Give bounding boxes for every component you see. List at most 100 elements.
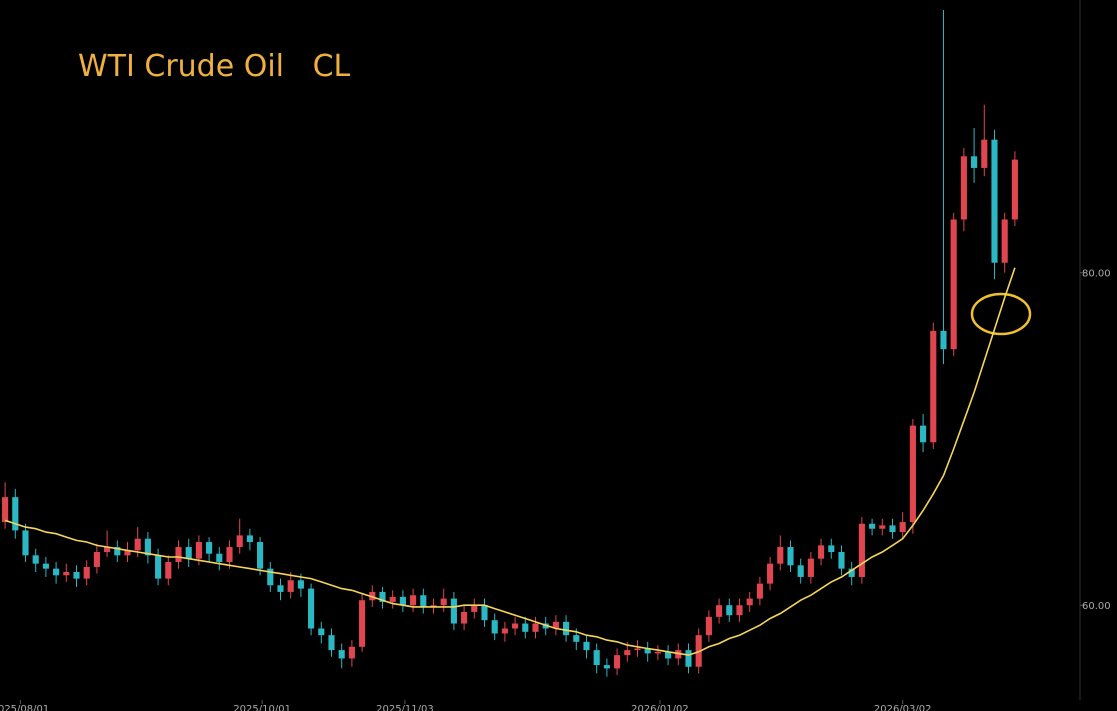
chart-title: WTI Crude Oil CL xyxy=(78,49,351,84)
candle-body xyxy=(767,563,774,584)
candle-body xyxy=(950,219,957,350)
candle-body xyxy=(63,571,70,576)
candle-body xyxy=(318,628,325,636)
candle-body xyxy=(104,547,111,553)
candle-body xyxy=(593,650,600,666)
candle-body xyxy=(920,425,927,443)
candle-body xyxy=(583,641,590,651)
candle-body xyxy=(1001,219,1008,263)
candle-body xyxy=(787,547,794,566)
candle-body xyxy=(450,598,457,624)
candle-body xyxy=(512,623,519,629)
candle-body xyxy=(257,542,264,569)
candle-body xyxy=(960,156,967,220)
candle-body xyxy=(807,558,814,577)
candle-body xyxy=(705,616,712,636)
candle-body xyxy=(53,568,60,576)
candle-body xyxy=(2,497,9,523)
candle-body xyxy=(216,553,223,562)
y-tick-label: 80.00 xyxy=(1082,269,1111,280)
candle-body xyxy=(746,598,753,606)
x-tick-label: 2026/03/02 xyxy=(874,704,932,711)
candle-body xyxy=(777,547,784,564)
candle-body xyxy=(42,563,49,569)
candle-body xyxy=(461,611,468,624)
candle-body xyxy=(818,545,825,559)
candle-body xyxy=(991,139,998,263)
candle-body xyxy=(206,542,213,554)
candle-body xyxy=(756,583,763,599)
candle-body xyxy=(185,547,192,559)
candle-body xyxy=(195,542,202,559)
candle-body xyxy=(114,547,121,556)
candle-body xyxy=(828,545,835,553)
candle-body xyxy=(736,605,743,616)
candle-body xyxy=(226,547,233,562)
x-tick-label: 2025/11/03 xyxy=(376,704,434,711)
candle-body xyxy=(981,139,988,168)
y-tick-label: 60.00 xyxy=(1082,601,1111,612)
candle-body xyxy=(889,525,896,533)
candle-body xyxy=(501,628,508,634)
candle-body xyxy=(675,650,682,659)
candle-body xyxy=(277,585,284,592)
candle-body xyxy=(420,595,427,607)
candle-body xyxy=(134,538,141,551)
candle-body xyxy=(359,600,366,647)
x-tick-label: 2025/10/01 xyxy=(233,704,291,711)
x-tick-label: 2025/08/01 xyxy=(0,704,49,711)
candle-body xyxy=(267,568,274,586)
candle-body xyxy=(654,651,661,654)
candle-body xyxy=(22,530,29,556)
candle-body xyxy=(665,651,672,659)
moving-average-line xyxy=(4,267,1016,656)
candle-body xyxy=(624,650,631,656)
candle-body xyxy=(471,605,478,612)
candle-body xyxy=(73,571,80,579)
candle-body xyxy=(634,648,641,651)
candle-body xyxy=(348,646,355,659)
candle-body xyxy=(93,552,100,567)
candle-body xyxy=(144,538,151,556)
candle-body xyxy=(175,547,182,562)
candle-body xyxy=(328,635,335,651)
candle-body xyxy=(124,550,131,556)
candle-body xyxy=(563,621,570,636)
candle-body xyxy=(430,605,437,607)
candle-body xyxy=(644,648,651,654)
candle-body xyxy=(308,588,315,629)
candle-body xyxy=(32,555,39,564)
candle-body xyxy=(410,595,417,606)
candle-body xyxy=(716,605,723,617)
candle-body xyxy=(726,605,733,616)
candle-body xyxy=(614,655,621,669)
candle-body xyxy=(83,566,90,579)
candle-body xyxy=(1011,159,1018,220)
candle-body xyxy=(552,621,559,629)
candle-body xyxy=(12,497,19,531)
candle-body xyxy=(838,552,845,569)
candle-body xyxy=(338,650,345,659)
candle-body xyxy=(869,523,876,529)
candle-body xyxy=(165,561,172,579)
candle-body xyxy=(879,525,886,529)
candle-body xyxy=(287,580,294,592)
candle-body xyxy=(379,591,386,602)
candle-body xyxy=(236,535,243,548)
candle-body xyxy=(522,623,529,632)
candle-body xyxy=(491,620,498,634)
annotation-circle xyxy=(970,292,1032,336)
candle-body xyxy=(440,598,447,606)
candle-body xyxy=(389,596,396,602)
x-tick-label: 2026/01/02 xyxy=(631,704,689,711)
candle-body xyxy=(603,665,610,669)
candle-body xyxy=(532,623,539,632)
candle-body xyxy=(909,425,916,523)
candle-body xyxy=(246,535,253,543)
candle-body xyxy=(930,330,937,443)
candle-body xyxy=(481,605,488,621)
candle-body xyxy=(940,330,947,350)
candle-body xyxy=(848,568,855,577)
candle-body xyxy=(573,635,580,642)
